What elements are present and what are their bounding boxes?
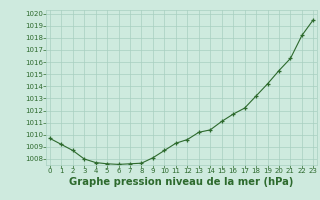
X-axis label: Graphe pression niveau de la mer (hPa): Graphe pression niveau de la mer (hPa) bbox=[69, 177, 294, 187]
